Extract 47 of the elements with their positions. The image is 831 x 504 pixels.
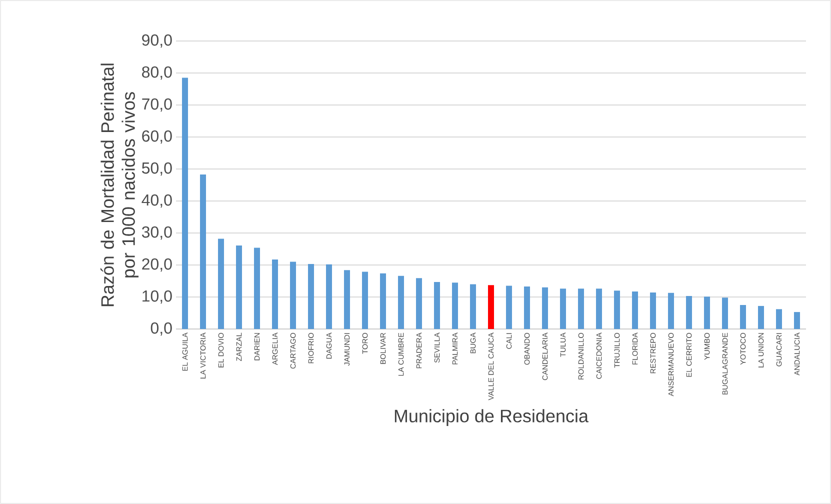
- bar: [668, 292, 674, 329]
- bar: [254, 248, 260, 329]
- bar: [794, 312, 800, 329]
- bar: [542, 287, 548, 329]
- y-tick-label: 40,0: [142, 194, 172, 208]
- bar: [326, 264, 332, 329]
- y-tick-label: 10,0: [142, 290, 172, 304]
- bar: [488, 285, 494, 329]
- y-tick-label: 70,0: [142, 98, 172, 112]
- bar: [758, 306, 764, 329]
- bar: [686, 296, 692, 329]
- bar: [344, 270, 350, 329]
- bar: [776, 309, 782, 329]
- y-tick-label: 60,0: [142, 130, 172, 144]
- bar: [704, 296, 710, 329]
- bar: [614, 290, 620, 329]
- bar: [452, 282, 458, 329]
- y-tick-label: 30,0: [142, 226, 172, 240]
- bar: [740, 305, 746, 329]
- bar: [434, 282, 440, 329]
- bar: [236, 245, 242, 329]
- x-axis-title: Municipio de Residencia: [394, 409, 589, 426]
- y-tick-label: 50,0: [142, 162, 172, 176]
- bar: [560, 288, 566, 329]
- bar: [308, 264, 314, 329]
- bar: [182, 78, 188, 329]
- bar: [722, 298, 728, 329]
- bar: [362, 272, 368, 329]
- y-tick-label: 0,0: [150, 322, 172, 336]
- y-axis-title: Razón de Mortalidad Perinatal por 1000 nacidos vivos: [100, 64, 138, 306]
- bar: [380, 273, 386, 329]
- y-tick-label: 90,0: [142, 34, 172, 48]
- bar: [596, 288, 602, 329]
- y-tick-label: 20,0: [142, 258, 172, 272]
- bar: [290, 262, 296, 329]
- bar: [200, 174, 206, 329]
- bar: [632, 292, 638, 329]
- bar: [272, 260, 278, 329]
- bar: [578, 288, 584, 329]
- bar: [650, 292, 656, 329]
- bar: [416, 278, 422, 329]
- y-tick-label: 80,0: [142, 66, 172, 80]
- bar: [470, 284, 476, 329]
- bar: [398, 276, 404, 329]
- bar: [506, 286, 512, 329]
- bar: [218, 238, 224, 329]
- bar: [524, 286, 530, 329]
